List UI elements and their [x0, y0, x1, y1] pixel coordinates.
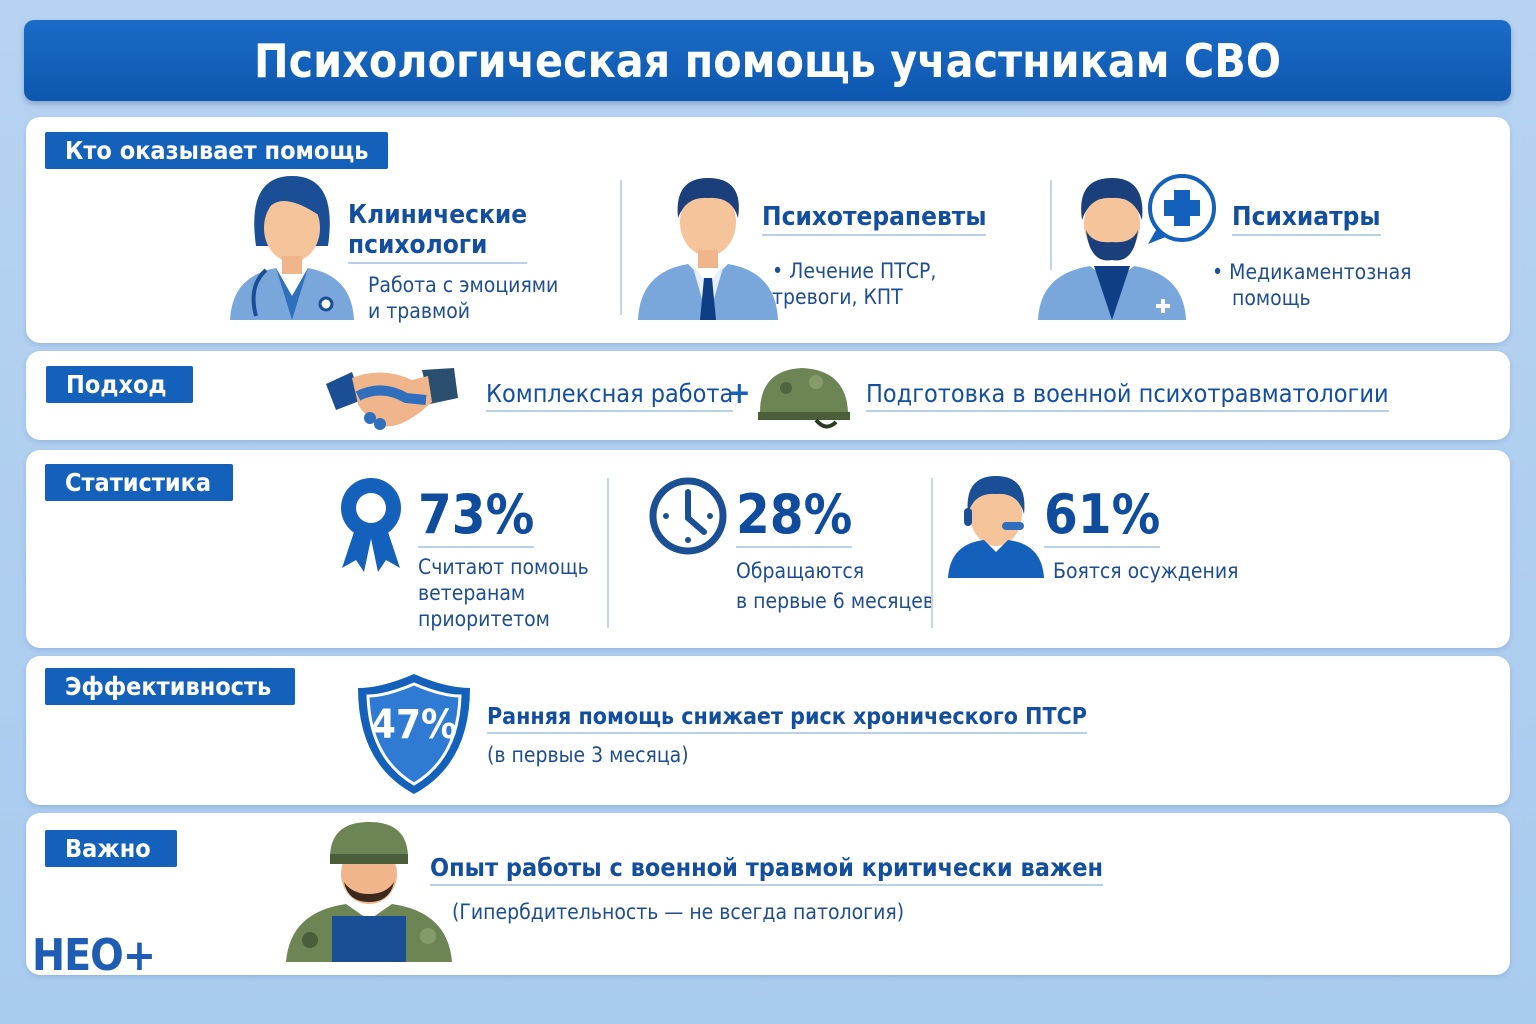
card-text: • Медикаментозная помощь [1212, 259, 1412, 311]
title-line: Клинические [348, 200, 528, 230]
text-line: ветеранам [418, 581, 526, 605]
section-label-stats: Статистика [45, 464, 233, 501]
military-helmet-icon [758, 368, 850, 429]
stat-text: Обращаются в первые 6 месяцев [736, 556, 934, 616]
stat-value: 28% [736, 483, 853, 548]
effect-subtext: (в первые 3 месяца) [487, 743, 689, 767]
important-subtext: (Гипербдительность — не всегда патология… [452, 900, 905, 924]
shield-icon [358, 674, 470, 794]
divider [931, 478, 933, 628]
approach-item-2: Подготовка в военной психотравматологии [866, 379, 1389, 412]
stats-panel [26, 450, 1510, 648]
handshake-icon [326, 368, 458, 430]
effect-text: Ранняя помощь снижает риск хронического … [487, 704, 1087, 734]
important-panel [26, 813, 1510, 975]
section-label-important: Важно [45, 830, 177, 867]
text-line: приоритетом [418, 607, 550, 631]
text-line: Работа с эмоциями [368, 273, 559, 297]
card-text: Работа с эмоциями и травмой [368, 272, 558, 324]
card-title: Психотерапевты [762, 202, 987, 236]
stat-text: Боятся осуждения [1053, 559, 1239, 583]
card-title: Психиатры [1232, 202, 1381, 236]
soldier-icon [286, 822, 452, 962]
effect-value: 47% [370, 702, 458, 748]
important-text: Опыт работы с военной травмой критически… [430, 853, 1104, 886]
award-ribbon-icon [341, 478, 401, 572]
male-psychotherapist-icon [638, 178, 778, 320]
divider [620, 180, 622, 315]
divider [607, 478, 609, 628]
text-line: помощь [1232, 286, 1311, 310]
stat-text: Считают помощь ветеранам приоритетом [418, 554, 589, 632]
text-line: Считают помощь [418, 555, 589, 579]
psychiatrist-icon [1038, 174, 1216, 320]
section-label-approach: Подход [46, 366, 193, 403]
female-psychologist-icon [230, 176, 354, 320]
page-title: Психологическая помощь участникам СВО [24, 20, 1511, 101]
title-line: психологи [348, 230, 488, 260]
text-line: в первые 6 месяцев [736, 589, 935, 613]
text-line: и травмой [368, 299, 471, 323]
person-headset-icon [948, 476, 1044, 578]
text-line: • Лечение ПТСР, [772, 259, 937, 283]
stat-value: 73% [418, 483, 535, 548]
stat-value: 61% [1044, 483, 1161, 548]
section-label-effect: Эффективность [45, 668, 295, 705]
card-title: Клинические психологи [348, 200, 528, 264]
plus-sign: + [728, 376, 751, 411]
neo-plus-logo: НЕО+ [32, 930, 156, 981]
section-label-who: Кто оказывает помощь [45, 132, 389, 169]
text-line: тревоги, КПТ [772, 285, 903, 309]
text-line: • Медикаментозная [1212, 260, 1412, 284]
text-line: Обращаются [736, 559, 865, 583]
clock-icon [649, 477, 727, 555]
card-text: • Лечение ПТСР, тревоги, КПТ [772, 258, 936, 310]
divider [1050, 180, 1052, 270]
approach-item-1: Комплексная работа [486, 379, 734, 412]
